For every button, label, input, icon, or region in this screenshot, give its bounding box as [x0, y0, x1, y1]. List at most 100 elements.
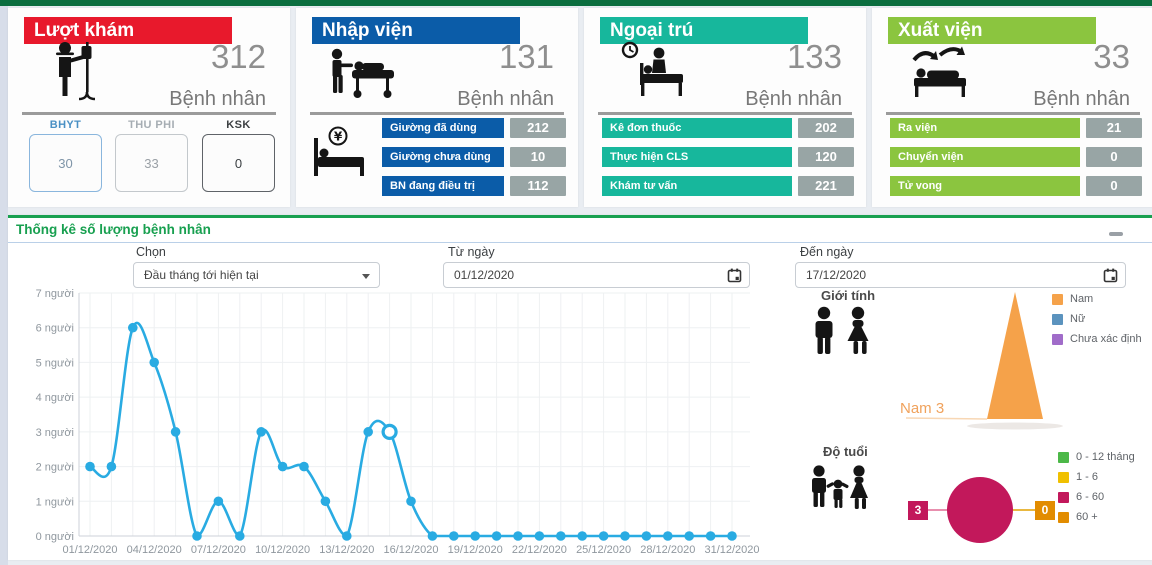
- chart-point[interactable]: [299, 461, 309, 472]
- sub-label-thu-phi: THU PHI: [128, 119, 175, 131]
- card-value: 33: [1093, 38, 1130, 75]
- chart-point[interactable]: [106, 461, 117, 472]
- calendar-icon[interactable]: [1103, 268, 1118, 288]
- card-value: 133: [786, 38, 842, 75]
- age-callout-right: 0: [1035, 501, 1055, 520]
- chart-point[interactable]: [149, 357, 159, 368]
- svg-text:13/12/2020: 13/12/2020: [319, 544, 374, 556]
- svg-text:16/12/2020: 16/12/2020: [383, 544, 438, 556]
- legend-item[interactable]: 1 - 6: [1058, 467, 1135, 487]
- chart-point[interactable]: [128, 322, 138, 333]
- svg-text:0 người: 0 người: [36, 531, 74, 543]
- gender-funnel-chart[interactable]: Nam 3: [780, 286, 1152, 436]
- gender-title: Giới tính: [821, 288, 876, 303]
- card-title-bar: Nhập viện: [312, 17, 520, 44]
- stat-row-label: Chuyển viện: [890, 147, 1080, 167]
- svg-text:1 người: 1 người: [36, 496, 74, 508]
- stat-row: Tử vong 0: [890, 176, 1142, 196]
- stat-row: Ra viện 21: [890, 118, 1142, 138]
- svg-text:7 người: 7 người: [36, 288, 74, 300]
- chart-point[interactable]: [556, 531, 566, 541]
- chart-point[interactable]: [534, 531, 545, 541]
- left-margin-strip: [0, 0, 8, 565]
- legend-swatch: [1052, 293, 1063, 305]
- stat-row-label: Giường đã dùng: [382, 118, 504, 138]
- card-xuat-vien: Xuất viện 33 Bệnh nhân Ra viện 21: [872, 8, 1152, 207]
- svg-text:25/12/2020: 25/12/2020: [576, 544, 631, 556]
- sub-label-ksk: KSK: [226, 119, 251, 131]
- sub-box-ksk[interactable]: 0: [202, 134, 275, 192]
- chart-point[interactable]: [491, 531, 502, 541]
- stat-row-label: BN đang điều trị: [382, 176, 504, 196]
- stat-row-label: Tử vong: [890, 176, 1080, 196]
- period-select[interactable]: Đầu tháng tới hiện tại: [133, 262, 380, 288]
- chart-point[interactable]: [277, 461, 288, 472]
- age-title: Độ tuổi: [823, 444, 868, 459]
- stat-row: BN đang điều trị 112: [382, 176, 566, 196]
- from-date-input[interactable]: [444, 263, 725, 287]
- sub-box-thu-phi[interactable]: 33: [115, 134, 188, 192]
- card-title: Xuất viện: [898, 20, 983, 41]
- legend-swatch: [1052, 333, 1063, 345]
- legend-item[interactable]: Nam: [1052, 289, 1142, 309]
- from-date-field: [443, 262, 750, 288]
- stat-row-label: Giường chưa dùng: [382, 147, 504, 167]
- chart-point[interactable]: [342, 531, 352, 541]
- legend-item[interactable]: Nữ: [1052, 309, 1142, 329]
- chart-point[interactable]: [641, 531, 652, 541]
- stat-row-label: Khám tư vấn: [602, 176, 792, 196]
- chart-point[interactable]: [170, 427, 181, 437]
- chart-point[interactable]: [577, 531, 587, 541]
- chart-point[interactable]: [727, 531, 737, 541]
- chart-point[interactable]: [235, 531, 245, 541]
- discharge-bed-icon: [908, 44, 972, 103]
- chart-point[interactable]: [213, 496, 224, 507]
- legend-item[interactable]: 0 - 12 tháng: [1058, 447, 1135, 467]
- card-title: Ngoại trú: [610, 20, 694, 41]
- chart-point[interactable]: [406, 496, 416, 507]
- patient-count-line-chart[interactable]: 0 người 1 người 2 người 3 người 4 người 5 ngư…: [8, 288, 760, 560]
- chart-point[interactable]: [470, 531, 481, 541]
- chart-point[interactable]: [256, 427, 266, 437]
- chart-point[interactable]: [363, 427, 374, 437]
- card-unit: Bệnh nhân: [745, 88, 842, 110]
- stat-row-value: 212: [510, 118, 566, 138]
- legend-swatch: [1058, 451, 1069, 463]
- card-title-bar: Xuất viện: [888, 17, 1096, 44]
- chart-point[interactable]: [684, 531, 694, 541]
- chart-point[interactable]: [620, 531, 630, 541]
- chart-point[interactable]: [513, 531, 523, 541]
- collapse-panel-button[interactable]: [1106, 224, 1126, 238]
- chart-point[interactable]: [705, 531, 716, 541]
- svg-text:22/12/2020: 22/12/2020: [512, 544, 567, 556]
- age-pie-chart[interactable]: [780, 441, 1152, 560]
- svg-text:¥: ¥: [334, 130, 343, 144]
- panel-title-divider: [8, 242, 1152, 243]
- calendar-icon[interactable]: [727, 268, 742, 288]
- chart-point[interactable]: [85, 461, 95, 472]
- patient-iv-icon: [52, 40, 98, 107]
- legend-item[interactable]: Chưa xác định: [1052, 329, 1142, 349]
- chart-point[interactable]: [598, 531, 609, 541]
- sub-box-bhyt[interactable]: 30: [29, 134, 102, 192]
- svg-text:6 người: 6 người: [36, 323, 74, 335]
- legend-item[interactable]: 6 - 60: [1058, 487, 1135, 507]
- legend-label: 60 +: [1076, 511, 1098, 523]
- statistics-panel: Thống kê số lượng bệnh nhân Chọn Đầu thá…: [8, 215, 1152, 560]
- chart-point[interactable]: [192, 531, 202, 541]
- legend-item[interactable]: 60 +: [1058, 507, 1135, 527]
- age-legend: 0 - 12 tháng 1 - 6 6 - 60 60 +: [1058, 447, 1135, 527]
- chart-point[interactable]: [449, 531, 459, 541]
- chart-point[interactable]: [663, 531, 673, 541]
- stat-row: Chuyển viện 0: [890, 147, 1142, 167]
- stat-row: Khám tư vấn 221: [602, 176, 854, 196]
- stat-row-value: 120: [798, 147, 854, 167]
- stat-row: Kê đơn thuốc 202: [602, 118, 854, 138]
- chart-point-highlight[interactable]: [381, 423, 398, 440]
- chart-point[interactable]: [427, 531, 438, 541]
- to-date-input[interactable]: [796, 263, 1101, 287]
- chart-point[interactable]: [320, 496, 331, 507]
- card-value: 312: [210, 38, 266, 75]
- legend-label: Nam: [1070, 293, 1094, 305]
- stat-row-label: Thực hiện CLS: [602, 147, 792, 167]
